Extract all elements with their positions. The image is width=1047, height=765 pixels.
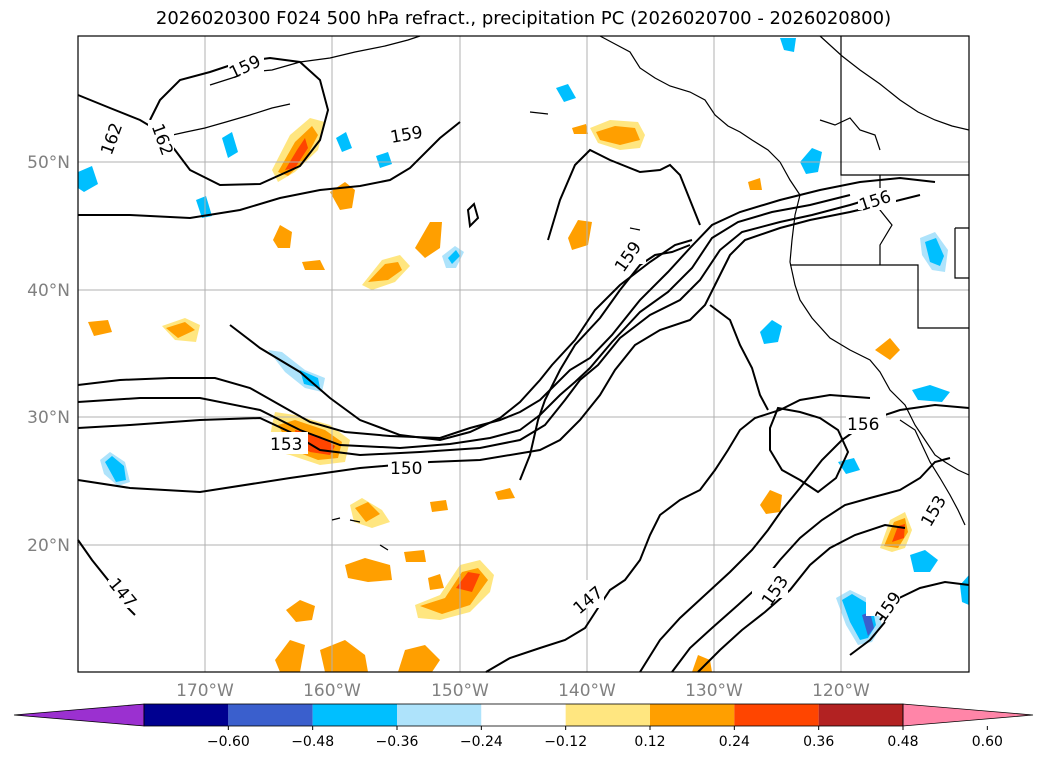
contour-150 xyxy=(77,194,921,494)
lon-label: 150°W xyxy=(431,681,489,701)
precip-patch xyxy=(596,126,640,145)
precip-patch xyxy=(105,456,126,482)
colorbar-extension-high xyxy=(902,703,1034,727)
lat-label: 50°N xyxy=(27,153,70,173)
precip-patch xyxy=(960,575,969,605)
colorbar-tick-label: −0.36 xyxy=(376,734,419,750)
colorbar-tick-label: −0.24 xyxy=(460,734,503,750)
colorbar-tick-label: 0.36 xyxy=(803,734,834,750)
precip-patch xyxy=(376,152,392,168)
lat-label: 40°N xyxy=(27,281,70,301)
refractivity-contours xyxy=(77,56,970,673)
lon-axis: 170°W 160°W 150°W 140°W 130°W 120°W xyxy=(176,681,870,701)
contour-153-a xyxy=(77,195,881,457)
precip-patch xyxy=(78,166,98,192)
contour-label: 153 xyxy=(270,435,302,455)
precip-patch xyxy=(336,132,352,152)
precip-patch xyxy=(302,260,325,270)
precip-patch xyxy=(692,655,712,672)
precip-patch xyxy=(428,574,444,590)
lon-label: 160°W xyxy=(303,681,361,701)
precip-patch xyxy=(345,558,392,582)
colorbar-swatch xyxy=(397,704,482,726)
lat-axis: 50°N 40°N 30°N 20°N xyxy=(27,153,70,556)
precip-patch xyxy=(568,220,592,250)
map-panel: 159 162 162 159 159 156 156 153 150 153 … xyxy=(77,35,970,673)
contour-label: 150 xyxy=(390,459,422,479)
colorbar-tick-label: −0.48 xyxy=(291,734,334,750)
colorbar-swatch xyxy=(734,704,819,726)
precip-patch xyxy=(88,320,112,336)
contour-147-central xyxy=(485,393,871,673)
colorbar-tick-label: 0.24 xyxy=(719,734,750,750)
contour-156-south xyxy=(639,403,970,673)
colorbar-outline xyxy=(143,703,904,727)
lat-label: 20°N xyxy=(27,536,70,556)
precip-patch xyxy=(862,612,874,636)
precip-patch xyxy=(448,250,460,264)
precip-patch xyxy=(222,132,238,158)
colorbar-swatch xyxy=(312,704,397,726)
precip-patch xyxy=(780,38,796,52)
colorbar-swatch xyxy=(818,704,903,726)
contour-loop-b xyxy=(769,406,850,494)
colorbar: −0.60 −0.48 −0.36 −0.24 −0.12 0.12 0.24 0.36 0.4… xyxy=(13,703,1034,750)
precip-patch xyxy=(495,488,515,500)
lon-label: 140°W xyxy=(558,681,616,701)
colorbar-swatch xyxy=(144,704,229,726)
precip-patch xyxy=(572,124,588,134)
contour-156-mid xyxy=(709,304,769,411)
contour-153-south xyxy=(671,457,951,673)
lon-label: 170°W xyxy=(176,681,234,701)
colorbar-tick-label: −0.60 xyxy=(207,734,250,750)
precip-patch xyxy=(355,502,380,522)
lon-label: 130°W xyxy=(685,681,743,701)
map-title: 2026020300 F024 500 hPa refract., precip… xyxy=(155,8,892,29)
precip-patch xyxy=(556,84,576,102)
precip-patch xyxy=(875,338,900,360)
precip-patch xyxy=(430,500,448,512)
precip-patch xyxy=(166,322,195,338)
precip-patch xyxy=(760,320,782,344)
colorbar-swatch xyxy=(481,704,566,726)
precip-patch xyxy=(300,370,320,388)
contour-labels: 159 162 162 159 159 156 156 153 150 153 … xyxy=(96,52,951,626)
colorbar-tick-label: −0.12 xyxy=(544,734,587,750)
precip-patch xyxy=(456,572,480,592)
precip-patch xyxy=(368,262,402,282)
contour-159-east xyxy=(547,148,701,241)
contour-159-north xyxy=(78,121,461,220)
precip-patch xyxy=(912,385,950,402)
contour-156-band xyxy=(77,176,936,440)
contour-loop-a xyxy=(466,202,480,229)
colorbar-tick-label: 0.48 xyxy=(887,734,918,750)
contour-159-central xyxy=(519,244,691,481)
contour-150-south xyxy=(697,523,906,673)
colorbar-tick-label: 0.12 xyxy=(634,734,665,750)
lon-label: 120°W xyxy=(812,681,870,701)
colorbar-tick-label: 0.60 xyxy=(972,734,1003,750)
contour-150-inner xyxy=(229,239,693,442)
map-frame xyxy=(77,35,970,673)
contour-153-b xyxy=(77,194,851,450)
precip-patch xyxy=(760,490,782,514)
colorbar-swatch xyxy=(565,704,650,726)
precip-patch xyxy=(800,148,822,174)
contour-label: 156 xyxy=(847,415,879,435)
precip-patch xyxy=(273,225,292,248)
precip-patch xyxy=(398,645,440,672)
precip-patch xyxy=(925,238,944,266)
colorbar-extension-low xyxy=(13,703,145,727)
precip-patch xyxy=(196,196,212,218)
colorbar-swatch xyxy=(228,704,313,726)
colorbar-swatch xyxy=(650,704,735,726)
precip-patch xyxy=(748,178,762,190)
precip-patch xyxy=(275,640,305,672)
precip-patch xyxy=(415,222,442,258)
lat-label: 30°N xyxy=(27,408,70,428)
precip-patch xyxy=(910,550,938,572)
precip-patch xyxy=(286,600,315,622)
precip-patch xyxy=(404,550,426,562)
